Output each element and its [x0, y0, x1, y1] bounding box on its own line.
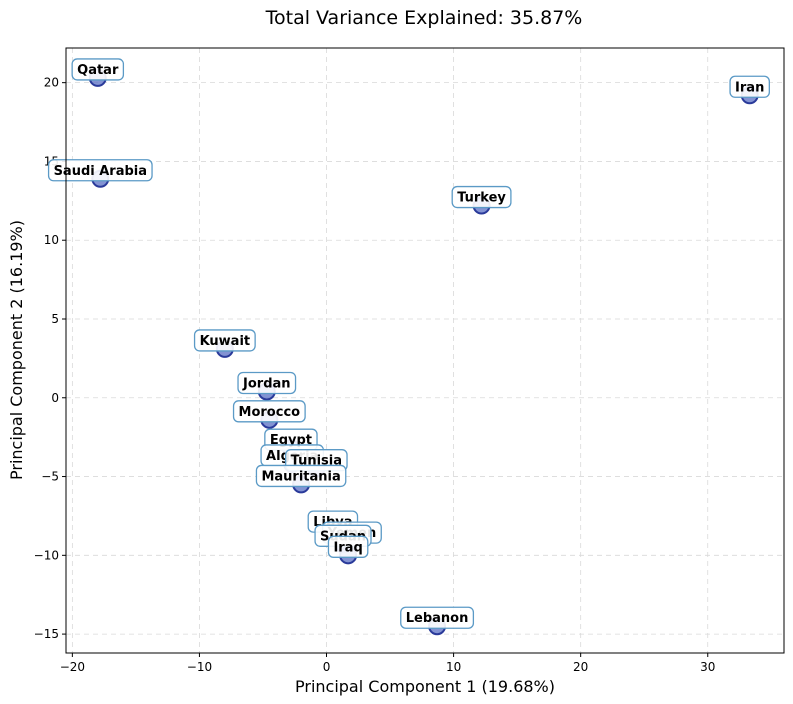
point-label-box	[232, 400, 306, 423]
y-axis-label: Principal Component 2 (16.19%)	[7, 220, 26, 480]
point-label: Iraq	[327, 535, 369, 558]
point-label-text: Kuwait	[200, 334, 251, 349]
point-label: Kuwait	[193, 329, 256, 352]
point-label-text: Turkey	[457, 191, 506, 206]
point-label-text: Jordan	[242, 376, 291, 391]
point-label-box	[451, 185, 512, 209]
y-tick-label: −5	[41, 470, 59, 484]
point-label-text: Mauritania	[261, 469, 340, 484]
y-tick-label: −10	[34, 548, 59, 562]
point-label-box	[193, 329, 256, 352]
y-tick-label: 20	[44, 76, 59, 90]
point-label-box	[729, 75, 770, 98]
grid	[66, 48, 784, 653]
point-label: Mauritania	[255, 464, 347, 488]
point-label: Iran	[729, 75, 770, 98]
x-tick-label: 20	[573, 660, 588, 674]
point-label: Lebanon	[400, 606, 475, 629]
point-label-box	[47, 159, 153, 182]
point-label-text: Morocco	[239, 405, 301, 420]
x-tick-label: −20	[60, 660, 85, 674]
y-tick-label: 0	[51, 391, 59, 405]
point-label-text: Saudi Arabia	[54, 164, 147, 179]
point-labels: Qatar Iran Saudi Arabia Turkey Kuwait Jordan M…	[47, 58, 770, 629]
point-label: Morocco	[232, 400, 306, 423]
x-tick-label: 30	[700, 660, 715, 674]
point-label: Qatar	[71, 58, 125, 81]
point-label-box	[327, 535, 369, 558]
point-label-box	[71, 58, 125, 81]
chart-title: Total Variance Explained: 35.87%	[265, 7, 583, 29]
point-label-text: Iraq	[333, 540, 362, 555]
data-points	[88, 68, 759, 636]
point-label-text: Iran	[735, 80, 764, 95]
point-label: Saudi Arabia	[47, 159, 153, 182]
point-label: Jordan	[237, 371, 297, 395]
point-label-box	[255, 464, 347, 488]
x-axis-label: Principal Component 1 (19.68%)	[295, 677, 555, 696]
plot-frame	[65, 47, 785, 654]
x-tick-label: 10	[446, 660, 461, 674]
y-tick-label: −15	[34, 627, 59, 641]
point-label-box	[237, 371, 297, 395]
point-label-box	[400, 606, 475, 629]
x-tick-label: −10	[187, 660, 212, 674]
y-tick-label: 10	[44, 233, 59, 247]
y-tick-label: 5	[51, 312, 59, 326]
point-label-text: Lebanon	[406, 611, 469, 626]
x-tick-label: 0	[323, 660, 331, 674]
point-label: Turkey	[451, 185, 512, 209]
point-label-text: Qatar	[77, 63, 119, 78]
